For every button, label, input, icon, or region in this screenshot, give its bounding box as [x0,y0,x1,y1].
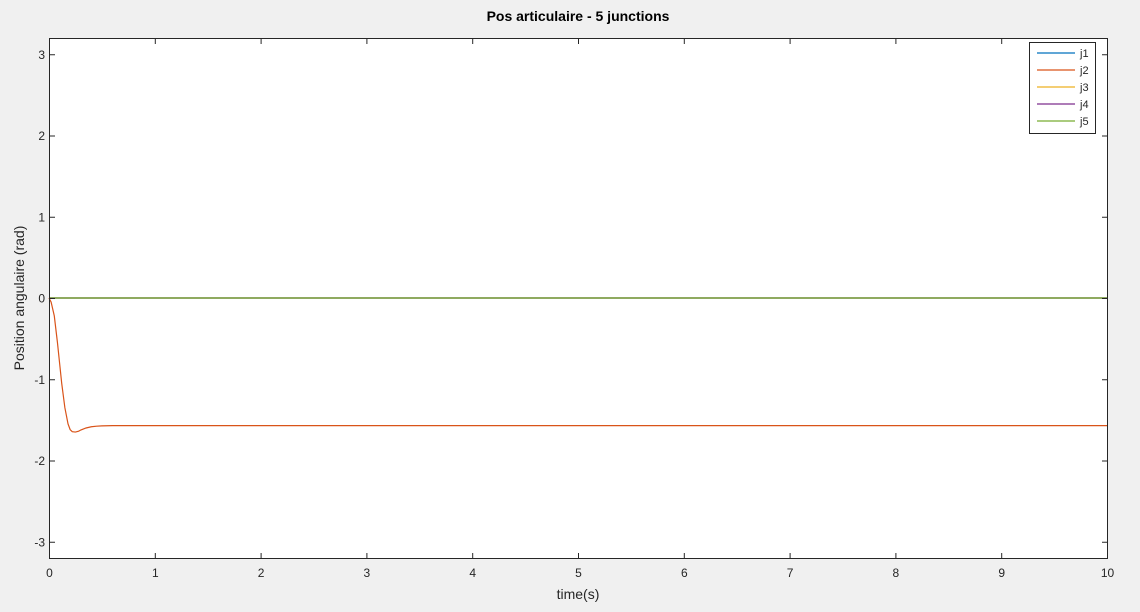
series-layer [48,297,1107,433]
legend-label-j4: j4 [1079,99,1089,111]
legend-label-j2: j2 [1079,65,1089,77]
x-axis-label: time(s) [557,586,600,602]
x-tick-label: 4 [469,566,476,580]
series-line-j2 [48,297,1107,433]
x-tick-label: 3 [364,566,371,580]
axes-layer: 0 1 2 3 4 5 6 7 8 9 10 -3 -2 -1 0 1 2 3 [34,38,1115,580]
chart-title: Pos articulaire - 5 junctions [487,8,670,24]
legend-label-j3: j3 [1079,82,1089,94]
x-tick-label: 6 [681,566,688,580]
y-axis-label: Position angulaire (rad) [11,226,27,371]
x-tick-label: 10 [1101,566,1115,580]
y-tick-label: 3 [38,48,45,62]
x-tick-label: 8 [893,566,900,580]
x-tick-label: 9 [998,566,1005,580]
legend-label-j5: j5 [1079,116,1089,128]
legend[interactable]: j1 j2 j3 j4 j5 [1029,42,1096,134]
legend-box [1029,42,1096,134]
legend-label-j1: j1 [1079,48,1089,60]
y-tick-label: -3 [34,535,45,549]
x-tick-label: 7 [787,566,794,580]
y-tick-label: -2 [34,454,45,468]
x-tick-label: 5 [575,566,582,580]
y-tick-label: 2 [38,129,45,143]
x-tick-label: 2 [258,566,265,580]
y-tick-label: 0 [38,292,45,306]
x-tick-label: 0 [46,566,53,580]
x-tick-label: 1 [152,566,159,580]
y-tick-label: -1 [34,373,45,387]
y-tick-label: 1 [38,210,45,224]
